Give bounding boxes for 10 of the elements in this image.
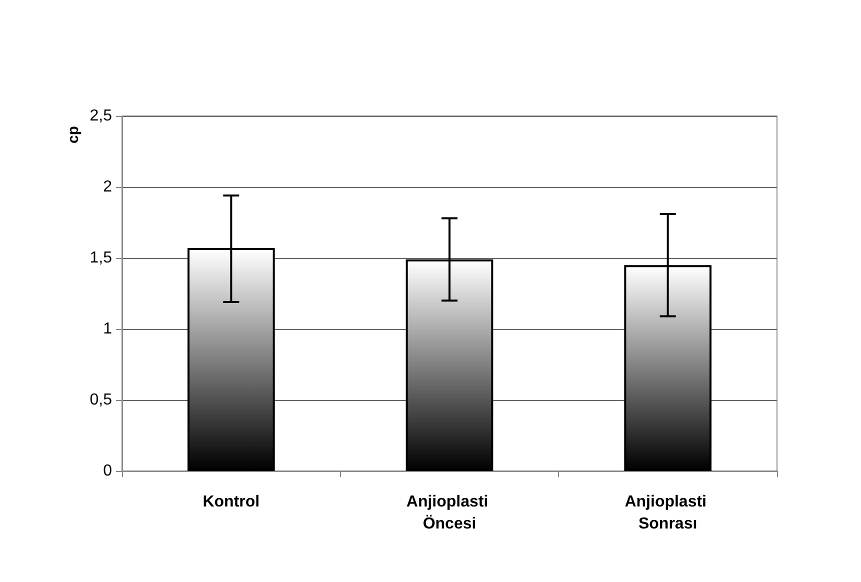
x-tick-label: Kontrol (202, 494, 260, 510)
y-tick-label: 0,5 (90, 392, 112, 408)
y-tick-label: 1 (103, 320, 112, 338)
y-axis-title: cp (65, 126, 82, 144)
y-tick-label: 2 (103, 178, 112, 196)
y-tick-label: 0 (103, 462, 112, 480)
y-tick-label: 1,5 (90, 250, 112, 266)
x-tick-label: Anjioplasti Sonrası (624, 494, 711, 532)
y-tick-label: 2,5 (90, 108, 112, 124)
x-tick-label: Anjioplasti Öncesi (406, 494, 493, 532)
